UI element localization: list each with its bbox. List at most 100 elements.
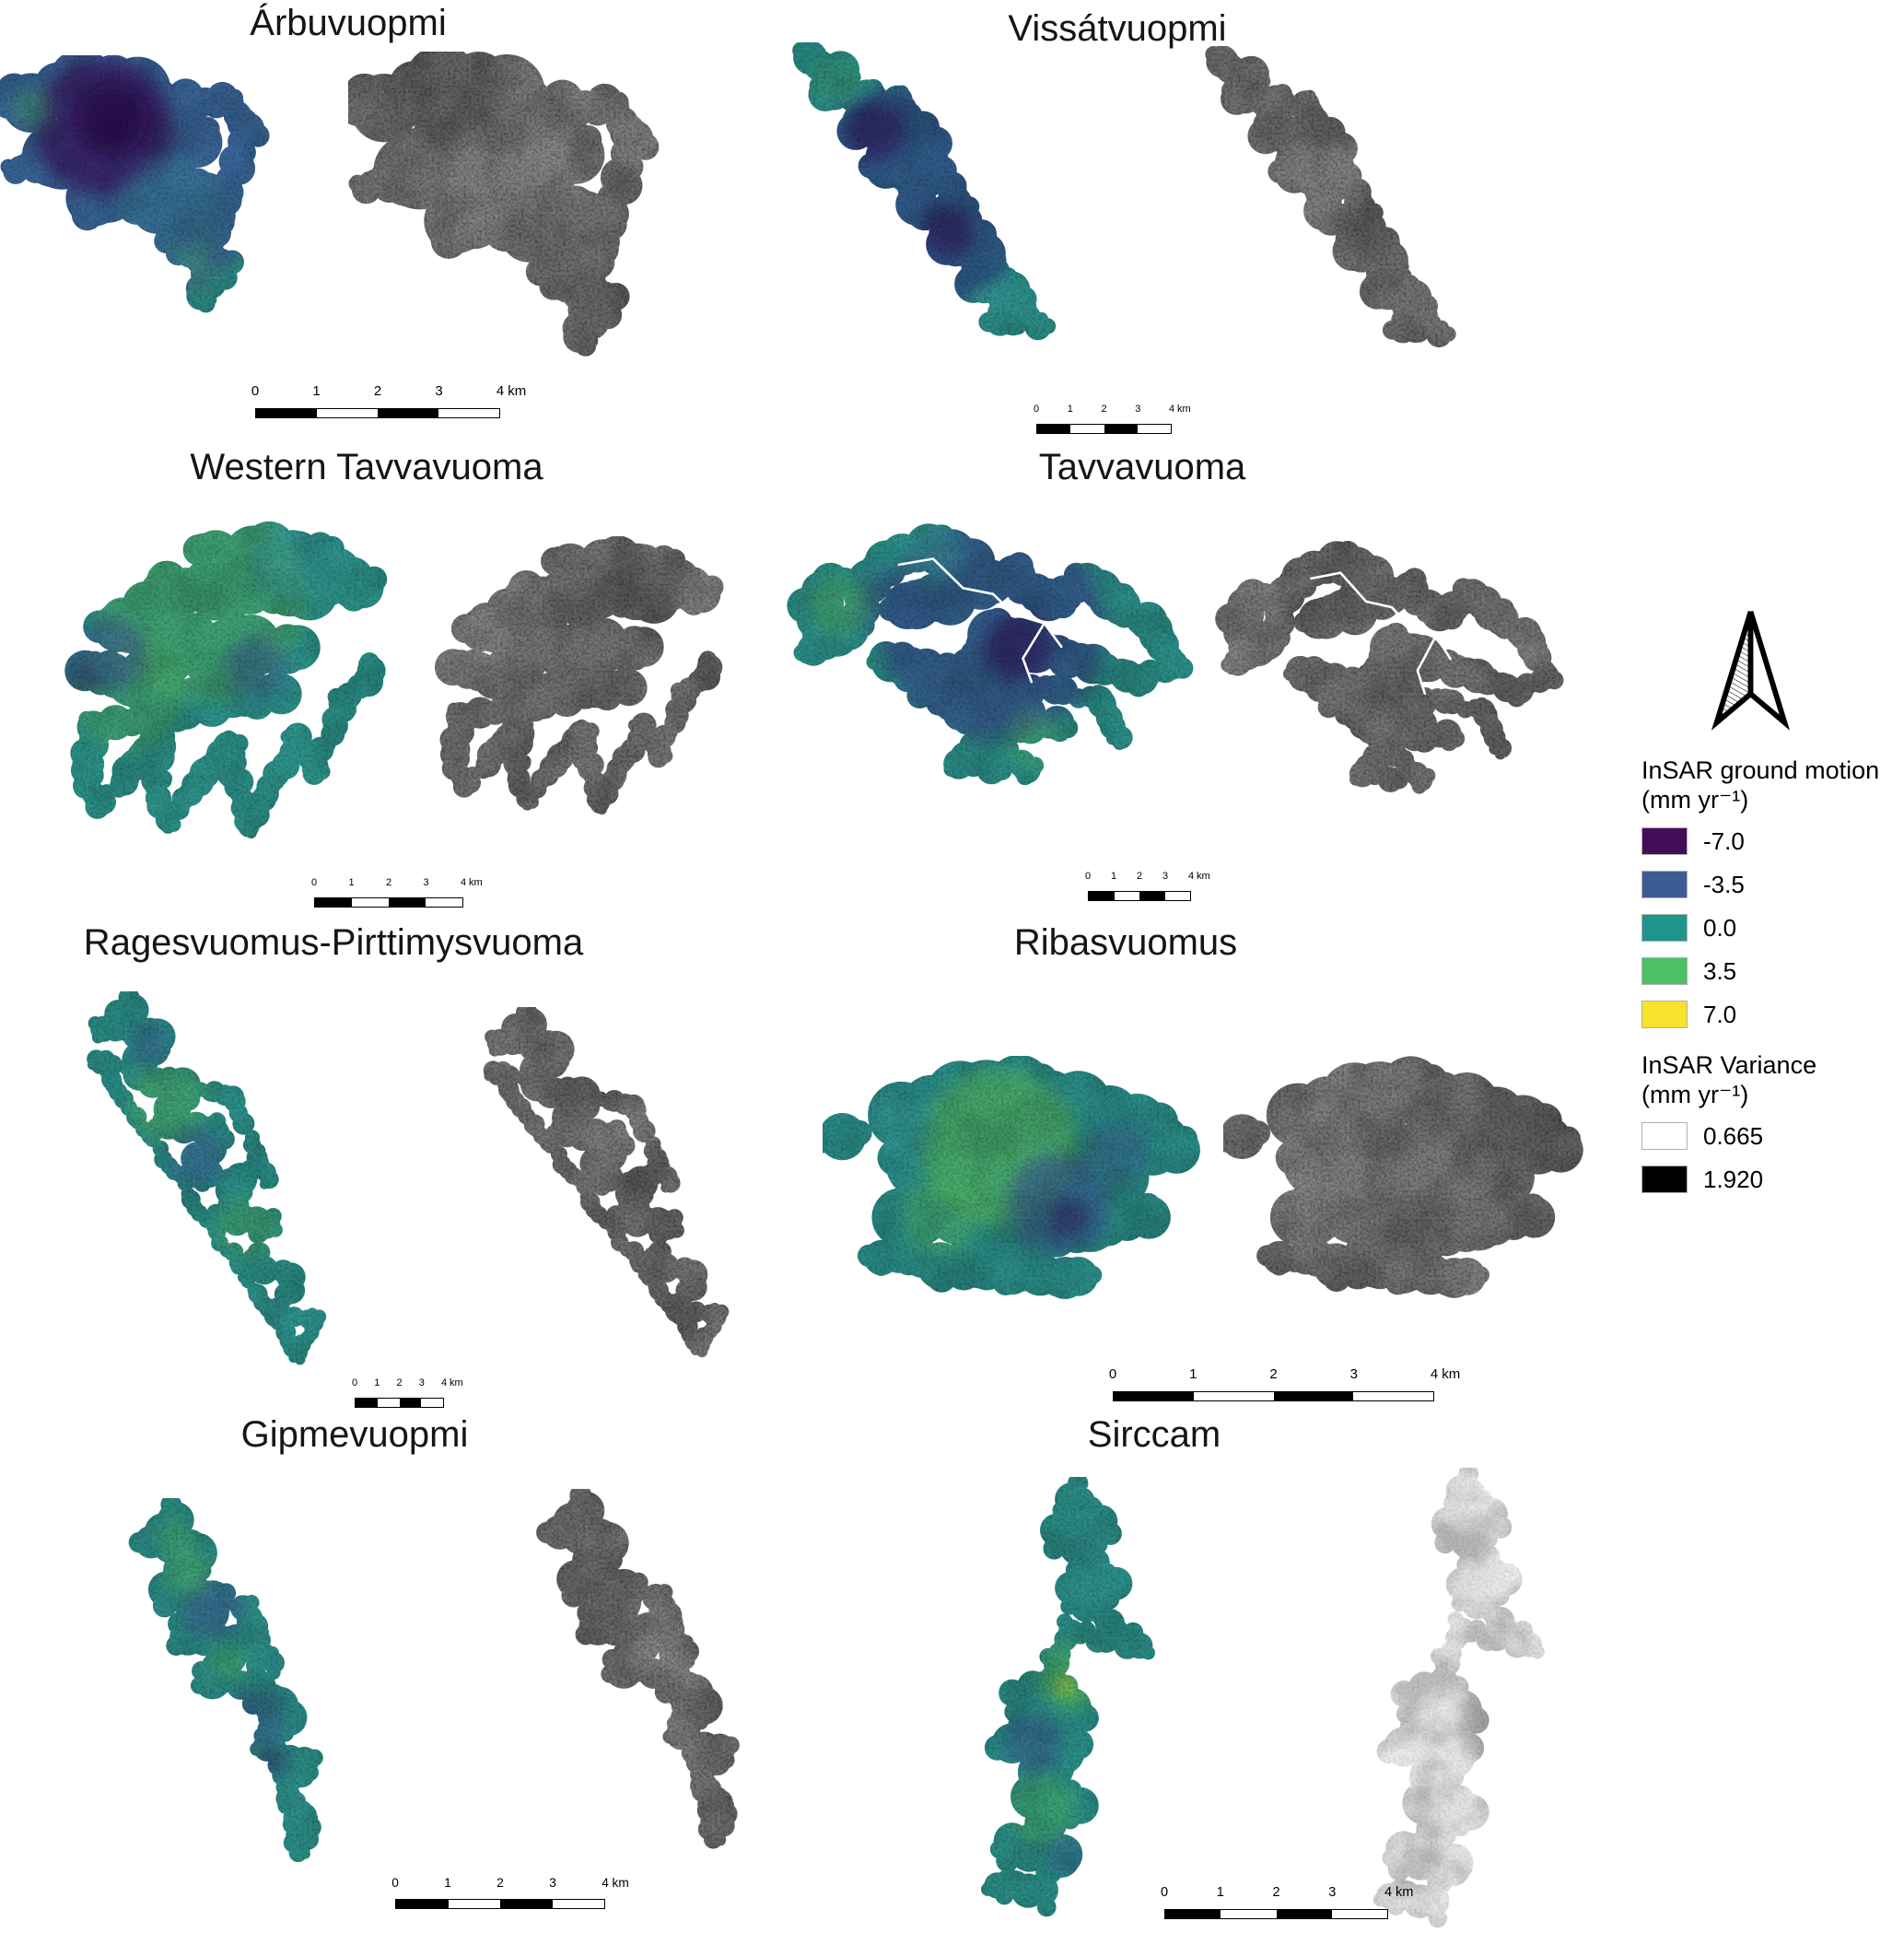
sirccam-variance-map — [1373, 1468, 1545, 1928]
scale-bar-segment — [448, 1900, 500, 1909]
legend-ground-motion-entry: -7.0 — [1641, 827, 1879, 855]
legend-ground-motion-title: InSAR ground motion — [1641, 756, 1880, 784]
scale-unit-label: km — [508, 383, 527, 399]
scale-tick-label: 1 — [444, 1876, 451, 1890]
scale-tick-label: 0 — [391, 1876, 399, 1890]
gipmevuopmi-variance-map — [536, 1489, 740, 1849]
site-title-arbuvuopmi: Árbuvuopmi — [250, 3, 447, 43]
scale-bar-segment — [1070, 424, 1104, 433]
scale-tick-label: 0 — [251, 383, 260, 399]
scale-bar-segments — [255, 407, 500, 418]
legend-ground-motion-entry: 3.5 — [1641, 957, 1879, 985]
scale-bar-arbuvuopmi: 0 1 2 3 4 km — [251, 383, 526, 418]
legend-ground-motion-swatch — [1641, 827, 1688, 855]
legend-variance-value: 0.665 — [1703, 1121, 1764, 1150]
legend-ground-motion-entries: -7.0 -3.5 0.0 3.5 7.0 — [1641, 827, 1879, 1028]
legend-variance-value: 1.920 — [1703, 1165, 1764, 1193]
legend-ground-motion-swatch — [1641, 1001, 1688, 1028]
scale-bar-segment — [377, 1398, 400, 1407]
scale-bar-segment — [1276, 1910, 1332, 1919]
legend-variance-entry: 0.665 — [1641, 1122, 1816, 1150]
site-title-gipmevuopmi: Gipmevuopmi — [240, 1414, 469, 1455]
north-arrow-icon — [1711, 611, 1791, 731]
scale-bar-segment — [552, 1900, 604, 1909]
scale-bar-segment — [396, 1900, 449, 1909]
scale-bar-segment — [1037, 424, 1071, 433]
scale-tick-label: 3 — [423, 877, 429, 888]
scale-bar-ribasvuomus: 0 1 2 3 4 km — [1109, 1366, 1460, 1401]
legend-variance-unit: (mm yr⁻¹) — [1641, 1081, 1749, 1108]
legend-ground-motion-entry: 7.0 — [1641, 1001, 1879, 1028]
scale-bar-segments — [395, 1899, 605, 1910]
scale-unit-label: km — [1396, 1885, 1414, 1900]
scale-tick-label: 0 — [1084, 871, 1092, 882]
legend-variance: InSAR Variance (mm yr⁻¹) 0.665 1.920 — [1641, 1050, 1816, 1209]
scale-tick-label: 1 — [1216, 1885, 1224, 1900]
scale-bar-ragesvuomus-pirttimysvuoma: 0 1 2 3 4 km — [352, 1377, 463, 1408]
scale-bar-western-tavvavuoma: 0 1 2 3 4 km — [310, 877, 483, 908]
scale-tick-label: 1 — [1110, 871, 1117, 882]
scale-tick-label: 3 — [1349, 1366, 1358, 1382]
legend-ground-motion-value: 0.0 — [1703, 913, 1737, 942]
site-title-tavvavuoma: Tavvavuoma — [1038, 447, 1246, 487]
scale-tick-label: 3 — [1135, 404, 1141, 415]
scale-bar-vissatvuopmi: 0 1 2 3 4 km — [1034, 404, 1191, 434]
scale-unit-label: km — [450, 1377, 463, 1388]
scale-tick-label: 1 — [374, 1377, 380, 1388]
scale-bar-segment — [1193, 1391, 1274, 1400]
scale-tick-label: 2 — [1269, 1366, 1278, 1382]
scale-bar-segment — [1273, 1391, 1354, 1400]
scale-tick-label: 4 — [460, 877, 467, 888]
legend-variance-swatch — [1641, 1122, 1688, 1150]
sirccam-ground-motion-map — [981, 1477, 1155, 1917]
legend-variance-entry: 1.920 — [1641, 1166, 1816, 1193]
scale-tick-label: 2 — [1136, 871, 1143, 882]
scale-bar-segments — [355, 1397, 444, 1408]
scale-tick-label: 4 — [1187, 871, 1195, 882]
legend-ground-motion-swatch — [1641, 957, 1688, 985]
scale-tick-label: 0 — [310, 877, 318, 888]
scale-bar-tavvavuoma: 0 1 2 3 4 km — [1084, 871, 1210, 901]
legend-variance-entries: 0.665 1.920 — [1641, 1122, 1816, 1193]
scale-bar-segments — [1113, 1390, 1434, 1401]
scale-tick-label: 3 — [1162, 871, 1169, 882]
scale-tick-label: 2 — [1101, 404, 1107, 415]
legend-ground-motion-entry: 0.0 — [1641, 914, 1879, 942]
legend-ground-motion-swatch — [1641, 871, 1688, 898]
scale-tick-label: 0 — [1108, 1366, 1117, 1382]
scale-bar-segment — [317, 408, 378, 417]
scale-tick-label: 4 — [1168, 404, 1175, 415]
scale-unit-label: km — [612, 1876, 629, 1890]
scale-bar-segment — [315, 897, 352, 907]
western-tavvavuoma-variance-map — [434, 536, 724, 815]
ragesvuomus-pirttimysvuoma-variance-map — [483, 1007, 730, 1358]
scale-tick-label: 4 — [1384, 1885, 1393, 1900]
scale-bar-segment — [1139, 891, 1165, 900]
scale-bar-segment — [500, 1900, 553, 1909]
scale-tick-label: 4 — [496, 383, 505, 399]
scale-bar-segment — [1114, 1391, 1194, 1400]
site-title-western-tavvavuoma: Western Tavvavuoma — [190, 447, 543, 487]
scale-tick-label: 2 — [1272, 1885, 1280, 1900]
scale-bar-segment — [1089, 891, 1115, 900]
legend-variance-swatch — [1641, 1166, 1688, 1193]
vissatvuopmi-ground-motion-map — [792, 42, 1057, 341]
ribasvuomus-ground-motion-map — [823, 1056, 1200, 1299]
scale-tick-label: 2 — [496, 1876, 504, 1890]
scale-tick-label: 4 — [1430, 1366, 1439, 1382]
scale-bar-segment — [421, 1398, 443, 1407]
legend-ground-motion-unit: (mm yr⁻¹) — [1641, 786, 1749, 814]
arbuvuopmi-ground-motion-map — [0, 55, 270, 313]
scale-bar-segment — [1221, 1910, 1277, 1919]
scale-bar-segment — [378, 408, 438, 417]
scale-tick-label: 4 — [602, 1876, 609, 1890]
legend-ground-motion-entry: -3.5 — [1641, 871, 1879, 898]
scale-unit-label: km — [1197, 871, 1210, 882]
site-title-sirccam: Sirccam — [1087, 1414, 1221, 1455]
scale-tick-label: 4 — [440, 1377, 448, 1388]
scale-bar-segment — [1164, 891, 1190, 900]
scale-tick-label: 3 — [418, 1377, 425, 1388]
scale-unit-label: km — [1442, 1366, 1461, 1382]
scale-bar-segment — [1104, 424, 1138, 433]
scale-tick-label: 1 — [1067, 404, 1073, 415]
